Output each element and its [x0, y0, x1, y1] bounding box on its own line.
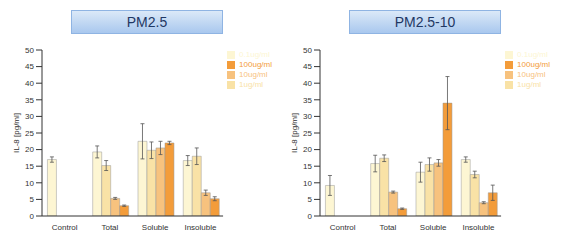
- html-text:100ug/ml: 100ug/ml: [239, 60, 272, 69]
- svg-text:Insoluble: Insoluble: [184, 223, 217, 232]
- svg-text:Total: Total: [379, 223, 396, 232]
- html-text:1ug/ml: 1ug/ml: [517, 80, 542, 89]
- html-text:100ug/ml: 100ug/ml: [517, 60, 550, 69]
- svg-text:Control: Control: [52, 223, 78, 232]
- svg-text:40: 40: [25, 79, 34, 88]
- svg-text:25: 25: [303, 129, 312, 138]
- svg-text:Control: Control: [330, 223, 356, 232]
- svg-text:45: 45: [303, 62, 312, 71]
- svg-text:Insoluble: Insoluble: [462, 223, 495, 232]
- svg-text:IL-8 [pg/ml]: IL-8 [pg/ml]: [12, 113, 21, 153]
- svg-text:40: 40: [303, 79, 312, 88]
- svg-text:10: 10: [303, 179, 312, 188]
- svg-text:IL-8 [pg/ml]: IL-8 [pg/ml]: [290, 113, 299, 153]
- svg-text:10: 10: [25, 179, 34, 188]
- svg-text:Total: Total: [101, 223, 118, 232]
- svg-text:20: 20: [303, 145, 312, 154]
- svg-text:Soluble: Soluble: [420, 223, 447, 232]
- svg-text:45: 45: [25, 62, 34, 71]
- svg-text:35: 35: [25, 96, 34, 105]
- svg-text:15: 15: [25, 162, 34, 171]
- svg-text:5: 5: [30, 195, 35, 204]
- svg-text:35: 35: [303, 96, 312, 105]
- svg-text:50: 50: [303, 46, 312, 55]
- svg-text:5: 5: [308, 195, 313, 204]
- html-text:PM2.5: PM2.5: [126, 14, 168, 30]
- svg-text:0: 0: [30, 212, 35, 221]
- svg-text:25: 25: [25, 129, 34, 138]
- html-text:PM2.5-10: PM2.5-10: [394, 14, 456, 30]
- svg-text:50: 50: [25, 46, 34, 55]
- html-text:0.1ug/ml: 0.1ug/ml: [239, 50, 270, 59]
- svg-text:0: 0: [308, 212, 313, 221]
- svg-text:15: 15: [303, 162, 312, 171]
- svg-text:30: 30: [303, 112, 312, 121]
- svg-text:Soluble: Soluble: [142, 223, 169, 232]
- html-text:0.1ug/ml: 0.1ug/ml: [517, 50, 548, 59]
- html-text:10ug/ml: 10ug/ml: [239, 70, 268, 79]
- svg-text:30: 30: [25, 112, 34, 121]
- html-text:10ug/ml: 10ug/ml: [517, 70, 546, 79]
- svg-text:20: 20: [25, 145, 34, 154]
- html-text:1ug/ml: 1ug/ml: [239, 80, 264, 89]
